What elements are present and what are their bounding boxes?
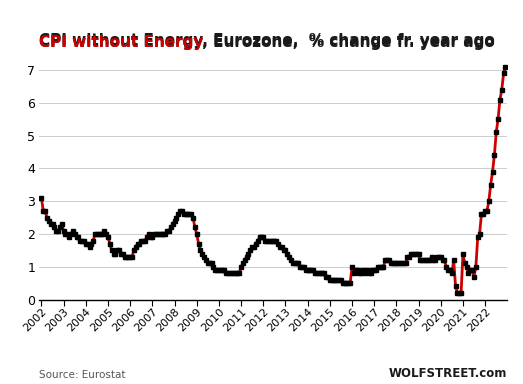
Text: WOLFSTREET.com: WOLFSTREET.com [389,367,507,380]
Text: Source: Eurostat: Source: Eurostat [39,370,126,380]
Text: CPI without Energy, Eurozone,  % change fr. year ago: CPI without Energy, Eurozone, % change f… [39,35,495,50]
Text: CPI without Energy: CPI without Energy [39,35,203,50]
Text: CPI without Energy, Eurozone,  % change fr. year ago: CPI without Energy, Eurozone, % change f… [39,33,495,48]
